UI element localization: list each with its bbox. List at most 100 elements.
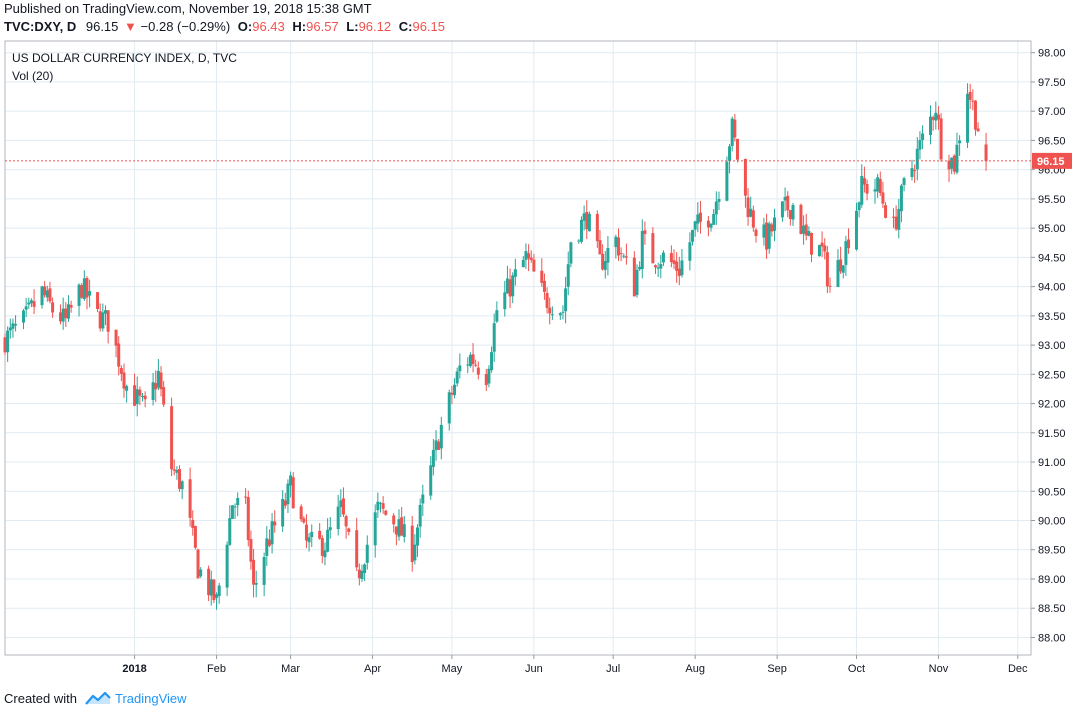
- price-tick-label: 96.50: [1038, 135, 1066, 147]
- candle-body: [281, 498, 285, 527]
- candle-body: [767, 223, 771, 249]
- candle-body: [117, 343, 121, 367]
- open-label: O:: [237, 19, 253, 34]
- candle-body: [267, 539, 271, 546]
- candle-body: [770, 224, 774, 232]
- candle-body: [230, 505, 234, 519]
- candle-body: [347, 528, 351, 532]
- candle-body: [299, 506, 303, 520]
- candle-body: [505, 278, 509, 294]
- candle-body: [508, 279, 512, 297]
- time-tick-label: Feb: [207, 663, 226, 675]
- candle-body: [606, 248, 610, 263]
- candle-body: [524, 251, 528, 260]
- time-axis[interactable]: 2018 Feb Mar Apr May Jun Jul Aug Sep Oct Nov Dec: [122, 655, 1028, 675]
- footer: Created with TradingView: [4, 690, 187, 706]
- candle-body: [328, 527, 332, 531]
- candle-body: [749, 208, 753, 217]
- candle-body: [619, 253, 623, 255]
- time-tick-label: Apr: [364, 663, 381, 675]
- candle-body: [344, 516, 348, 527]
- time-tick-label: May: [442, 663, 463, 675]
- candle-body: [873, 189, 877, 192]
- candle-body: [270, 521, 274, 545]
- time-tick-label: 2018: [122, 663, 146, 675]
- candle-body: [310, 531, 314, 538]
- candle-body: [453, 384, 457, 396]
- candle-body: [603, 261, 607, 270]
- candle-body: [151, 382, 155, 400]
- candle-body: [376, 501, 380, 511]
- candle-body: [141, 396, 145, 398]
- candle-body: [706, 220, 710, 228]
- candle-body: [51, 302, 55, 313]
- candle-body: [492, 323, 496, 352]
- candle-body: [207, 568, 211, 596]
- candle-body: [355, 530, 359, 568]
- chart-title: US DOLLAR CURRENCY INDEX, D, TVC: [12, 51, 237, 65]
- candle-body: [262, 556, 266, 585]
- candle-body: [788, 209, 792, 219]
- candle-body: [976, 128, 980, 132]
- price-tick-label: 94.00: [1038, 282, 1066, 294]
- price-tick-label: 97.00: [1038, 106, 1066, 118]
- candle-body: [825, 252, 829, 287]
- candle-body: [820, 242, 824, 247]
- candle-body: [984, 144, 988, 161]
- price-tick-label: 93.00: [1038, 340, 1066, 352]
- candle-body: [884, 205, 888, 218]
- time-tick-label: Sep: [767, 663, 787, 675]
- candle-body: [236, 497, 240, 506]
- candle-body: [709, 223, 713, 228]
- candle-body: [891, 216, 895, 218]
- candle-body: [193, 526, 197, 548]
- candle-body: [318, 530, 322, 539]
- last-price-line: 96.15: [5, 152, 1072, 169]
- candle-body: [952, 155, 956, 172]
- candle-body: [265, 538, 269, 556]
- price-axis[interactable]: 88.00 88.50 89.00 89.50 90.00 90.50 91.00 91.50…: [1031, 48, 1066, 645]
- candle-body: [669, 253, 673, 262]
- candle-body: [61, 308, 65, 322]
- price-tick-label: 95.50: [1038, 194, 1066, 206]
- candle-body: [484, 373, 488, 386]
- candle-body: [585, 211, 589, 230]
- candle-body: [783, 197, 787, 201]
- candle-body: [659, 264, 663, 269]
- candle-body: [66, 304, 70, 319]
- candle-body: [302, 518, 306, 523]
- candle-body: [365, 544, 369, 563]
- candle-body: [527, 253, 531, 259]
- low-label: L:: [346, 19, 359, 34]
- candle-body: [841, 265, 845, 273]
- open-value: 96.43: [252, 19, 285, 34]
- chart-canvas[interactable]: 88.00 88.50 89.00 89.50 90.00 90.50 91.00 91.50…: [0, 0, 1076, 690]
- candle-body: [577, 240, 581, 242]
- candle-body: [735, 138, 739, 160]
- candle-body: [291, 477, 295, 509]
- candle-body: [170, 406, 174, 470]
- candle-body: [439, 424, 443, 449]
- candle-body: [135, 389, 139, 405]
- candle-body: [394, 526, 398, 535]
- price-tick-label: 89.50: [1038, 545, 1066, 557]
- candle-body: [48, 288, 52, 302]
- symbol-name: TVC:DXY, D: [4, 19, 77, 34]
- created-with-label: Created with: [4, 690, 77, 706]
- candle-body: [196, 549, 200, 579]
- candle-body: [246, 497, 250, 541]
- candle-body: [616, 237, 620, 256]
- candle-body: [336, 506, 340, 530]
- candle-body: [101, 312, 105, 329]
- candle-body: [622, 255, 626, 257]
- candle-body: [14, 323, 18, 326]
- candle-body: [791, 204, 795, 220]
- price-tick-label: 89.00: [1038, 574, 1066, 586]
- candle-body: [22, 310, 26, 323]
- candle-body: [175, 470, 179, 473]
- candle-body: [283, 500, 287, 506]
- candle-body: [550, 314, 554, 316]
- tradingview-link[interactable]: TradingView: [114, 690, 187, 706]
- last-price-label-bg: [1032, 152, 1072, 169]
- candle-body: [717, 198, 721, 202]
